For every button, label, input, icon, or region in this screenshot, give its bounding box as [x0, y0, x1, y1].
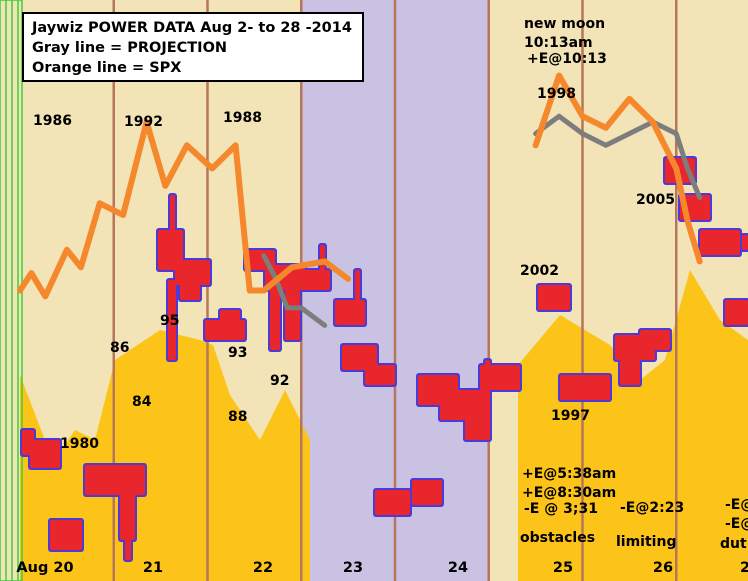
- annotation-label: 1998: [537, 86, 576, 102]
- power-blob: [168, 280, 176, 360]
- power-blob: [412, 480, 442, 505]
- legend-box: Jaywiz POWER DATA Aug 2- to 28 -2014 Gra…: [22, 12, 364, 82]
- power-blob: [175, 260, 210, 285]
- power-blob: [485, 360, 490, 380]
- annotation-label: 86: [110, 340, 129, 356]
- power-blob: [125, 510, 131, 560]
- projection-area-right: [518, 270, 748, 581]
- annotation-label: 1986: [33, 113, 72, 129]
- x-axis: Aug 20 21 22 23 24 25 26 2: [16, 560, 748, 576]
- spx-line: [17, 119, 352, 300]
- annotation-label: 88: [228, 409, 247, 425]
- x-tick-label: 26: [653, 560, 673, 576]
- legend-gray-line: Gray line = PROJECTION: [32, 40, 227, 56]
- power-blob: [725, 300, 748, 325]
- power-blob: [270, 280, 280, 350]
- power-blob: [355, 270, 360, 300]
- power-blob: [85, 465, 145, 495]
- annotation-label: -E @ 3;31: [524, 501, 598, 517]
- power-blob: [560, 375, 610, 400]
- power-blob: [538, 285, 570, 310]
- annotation-label: 2002: [520, 263, 559, 279]
- power-blob: [742, 235, 748, 250]
- power-blob: [335, 300, 365, 325]
- annotation-label: -E@: [725, 497, 748, 513]
- chart-annotations: 1986 1992 1988 95 86 84 93 88 92 1980 new moon 10:1…: [33, 16, 748, 552]
- x-tick-label: 21: [143, 560, 163, 576]
- x-tick-label: 24: [448, 560, 468, 576]
- x-tick-label: 23: [343, 560, 363, 576]
- power-blob: [220, 310, 240, 330]
- annotation-label: 1988: [223, 110, 262, 126]
- power-blob: [700, 230, 740, 255]
- x-tick-label: 22: [253, 560, 273, 576]
- power-blob: [620, 360, 640, 385]
- legend-box-frame: [22, 12, 364, 82]
- power-blob: [365, 365, 395, 385]
- legend-title: Jaywiz POWER DATA Aug 2- to 28 -2014: [31, 20, 352, 36]
- annotation-label: 93: [228, 345, 247, 361]
- annotation-label: 1997: [551, 408, 590, 424]
- annotation-label: limiting: [616, 534, 676, 550]
- annotation-label: new moon: [524, 16, 605, 32]
- annotation-label: dut: [720, 536, 747, 552]
- annotation-label: 92: [270, 373, 289, 389]
- annotation-label: +E@10:13: [527, 51, 607, 67]
- power-blob: [640, 330, 670, 350]
- annotation-label: 84: [132, 394, 152, 410]
- power-blob: [465, 410, 490, 440]
- series-lines: [17, 72, 703, 328]
- projection-area: [20, 270, 748, 581]
- power-blob: [120, 470, 135, 540]
- annotation-label: 1980: [60, 436, 99, 452]
- spx-line: [532, 72, 703, 265]
- legend-orange-line: Orange line = SPX: [32, 60, 181, 76]
- x-tick-label: 2: [740, 560, 748, 576]
- annotation-label: 95: [160, 313, 179, 329]
- power-blob: [342, 345, 377, 370]
- annotation-label: +E@5:38am: [522, 466, 616, 482]
- power-blob: [180, 280, 200, 300]
- power-blob: [50, 520, 82, 550]
- power-data-blobs: [20, 156, 748, 562]
- projection-line: [533, 113, 703, 200]
- power-blob: [30, 440, 60, 468]
- annotation-label: 2005: [636, 192, 675, 208]
- annotation-label: 1992: [124, 114, 163, 130]
- x-tick-label: 25: [553, 560, 573, 576]
- annotation-label: -E@: [725, 516, 748, 532]
- projection-area-left: [20, 330, 310, 581]
- annotation-label: +E@8:30am: [522, 485, 616, 501]
- annotation-label: obstacles: [520, 530, 595, 546]
- power-blob: [170, 195, 175, 255]
- power-blob: [375, 490, 410, 515]
- power-blob: [320, 245, 325, 270]
- power-blob: [285, 290, 300, 340]
- power-blob: [300, 270, 330, 290]
- annotation-label: 10:13am: [524, 35, 593, 51]
- x-tick-label: Aug 20: [16, 560, 73, 576]
- projection-line: [261, 253, 328, 328]
- annotation-label: -E@2:23: [620, 500, 684, 516]
